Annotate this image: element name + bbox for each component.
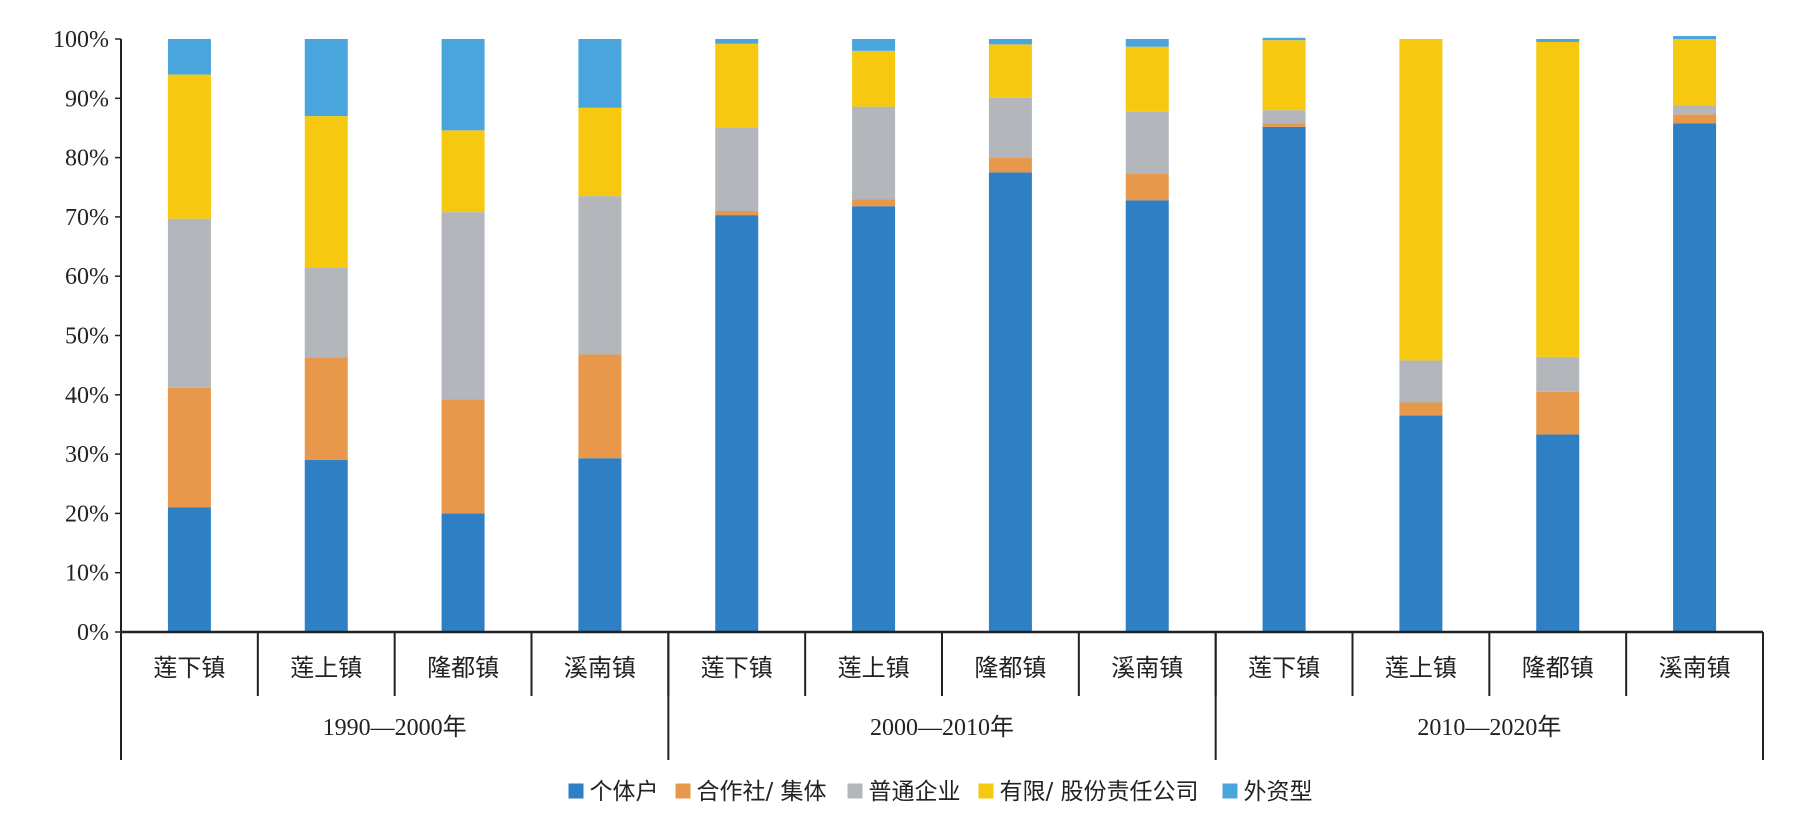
bar-segment-4-cat-6: [852, 50, 896, 107]
legend-swatch: [978, 783, 994, 799]
y-tick-label: 60%: [65, 264, 109, 290]
category-label: 溪南镇: [564, 654, 636, 682]
category-label: 莲下镇: [1248, 654, 1320, 682]
bar-segment-3-cat-3: [441, 212, 485, 400]
legend-label: 个体户: [590, 779, 659, 805]
legend-swatch: [568, 783, 584, 799]
category-label: 隆都镇: [427, 654, 499, 682]
bar-segment-5-cat-1: [167, 39, 211, 75]
bar-segment-3-cat-12: [1673, 105, 1717, 115]
y-tick-label: 0%: [77, 620, 109, 646]
bar-segment-4-cat-7: [988, 44, 1032, 98]
bar-segment-5-cat-12: [1673, 36, 1717, 39]
bar-segment-1-cat-8: [1125, 200, 1169, 632]
bar-segment-5-cat-6: [852, 39, 896, 51]
category-label: 莲上镇: [1385, 654, 1457, 682]
bar-segment-2-cat-7: [988, 157, 1032, 173]
y-tick-label: 50%: [65, 324, 109, 350]
legend-swatch: [847, 783, 863, 799]
legend-label: 外资型: [1244, 779, 1313, 805]
bar-segment-1-cat-4: [578, 458, 622, 632]
bar-segment-5-cat-8: [1125, 39, 1169, 47]
bar-segment-2-cat-10: [1399, 402, 1443, 416]
bar-segment-2-cat-4: [578, 354, 622, 459]
legend-swatch: [1222, 783, 1238, 799]
bar-segment-1-cat-12: [1673, 123, 1717, 633]
legend-label: 普通企业: [869, 779, 961, 805]
bar-segment-2-cat-6: [852, 199, 896, 207]
legend-label: 有限/ 股份责任公司: [1000, 779, 1199, 805]
bar-segment-4-cat-10: [1399, 39, 1443, 361]
bar-segment-3-cat-6: [852, 106, 896, 200]
category-label: 莲下镇: [701, 654, 773, 682]
bar-segment-4-cat-2: [304, 116, 348, 268]
bar-segment-1-cat-3: [441, 513, 485, 632]
bar-segment-5-cat-3: [441, 39, 485, 131]
bar-segment-4-cat-5: [715, 43, 759, 128]
group-label: 2000—2010年: [870, 714, 1014, 741]
category-label: 莲上镇: [290, 654, 362, 682]
category-label: 溪南镇: [1111, 654, 1183, 682]
bar-segment-4-cat-9: [1262, 40, 1306, 111]
bar-segment-3-cat-4: [578, 196, 622, 355]
y-tick-label: 40%: [65, 383, 109, 409]
bar-segment-3-cat-7: [988, 97, 1032, 158]
bar-segment-1-cat-10: [1399, 415, 1443, 632]
bar-segment-1-cat-1: [167, 507, 211, 632]
bar-segment-4-cat-4: [578, 107, 622, 197]
bar-segment-4-cat-3: [441, 130, 485, 213]
bar-segment-1-cat-9: [1262, 126, 1306, 632]
legend-label: 合作社/ 集体: [697, 779, 827, 805]
bar-segment-5-cat-11: [1536, 39, 1580, 42]
bar-segment-3-cat-8: [1125, 111, 1169, 174]
bar-segment-3-cat-10: [1399, 360, 1443, 403]
y-tick-label: 20%: [65, 501, 109, 527]
group-label: 1990—2000年: [323, 714, 467, 741]
bar-segment-3-cat-11: [1536, 356, 1580, 392]
bar-segment-2-cat-11: [1536, 391, 1580, 435]
category-label: 莲下镇: [153, 654, 225, 682]
bar-segment-1-cat-7: [988, 172, 1032, 633]
bar-segment-2-cat-1: [167, 387, 211, 508]
legend-swatch: [675, 783, 691, 799]
bar-segment-2-cat-3: [441, 399, 485, 514]
group-label: 2010—2020年: [1417, 714, 1561, 741]
bar-segment-1-cat-5: [715, 215, 759, 632]
bar-segment-4-cat-11: [1536, 41, 1580, 357]
y-tick-label: 80%: [65, 146, 109, 172]
y-tick-label: 100%: [53, 27, 109, 53]
bar-segment-2-cat-12: [1673, 114, 1717, 124]
bar-segment-5-cat-9: [1262, 37, 1306, 41]
category-label: 隆都镇: [974, 654, 1046, 682]
bar-segment-5-cat-5: [715, 39, 759, 44]
y-tick-label: 30%: [65, 442, 109, 468]
category-label: 溪南镇: [1659, 654, 1731, 682]
bar-segment-1-cat-6: [852, 206, 896, 632]
y-tick-label: 90%: [65, 86, 109, 112]
y-tick-label: 70%: [65, 205, 109, 231]
bar-segment-1-cat-11: [1536, 434, 1580, 632]
bar-segment-5-cat-2: [304, 39, 348, 117]
bar-segment-3-cat-5: [715, 127, 759, 211]
bar-segment-3-cat-1: [167, 218, 211, 388]
bar-segment-2-cat-2: [304, 357, 348, 461]
category-label: 莲上镇: [838, 654, 910, 682]
bar-segment-2-cat-8: [1125, 173, 1169, 201]
y-tick-label: 10%: [65, 561, 109, 587]
bar-segment-4-cat-12: [1673, 39, 1717, 106]
category-label: 隆都镇: [1522, 654, 1594, 682]
bar-segment-1-cat-2: [304, 460, 348, 632]
bar-segment-2-cat-9: [1262, 123, 1306, 127]
bar-segment-5-cat-7: [988, 39, 1032, 45]
bar-segment-3-cat-9: [1262, 110, 1306, 124]
bar-segment-2-cat-5: [715, 210, 759, 216]
bar-segment-3-cat-2: [304, 267, 348, 358]
bar-segment-4-cat-8: [1125, 46, 1169, 112]
bar-segment-4-cat-1: [167, 74, 211, 219]
bar-segment-5-cat-4: [578, 39, 622, 108]
